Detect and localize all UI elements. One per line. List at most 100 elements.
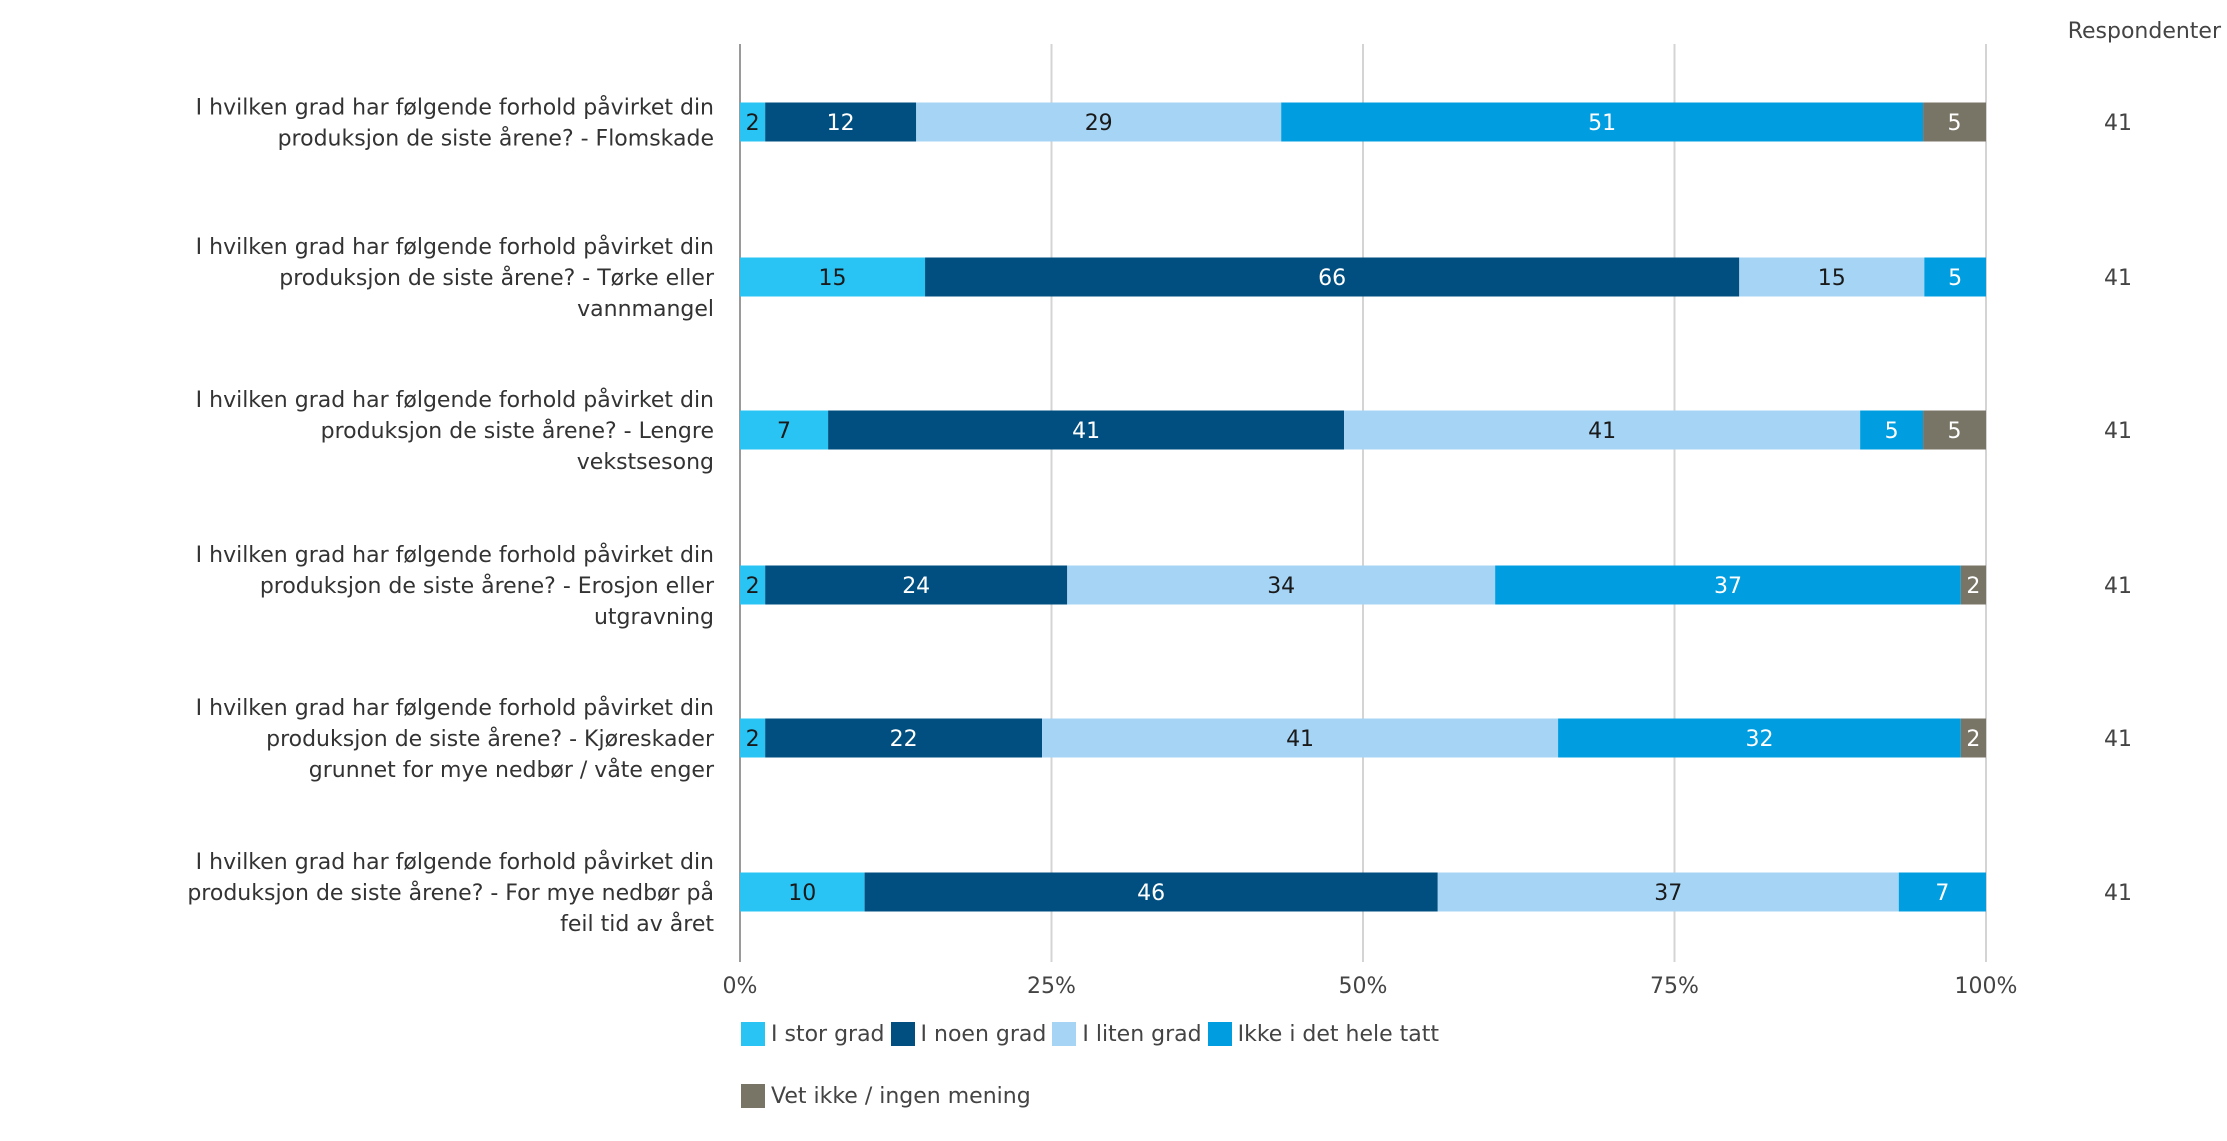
bar-segment xyxy=(1960,718,1986,758)
bar-row: 7 41 41 5 5 xyxy=(740,410,1986,450)
bar-data-label: 5 xyxy=(1948,419,1962,444)
legend-row: Vet ikke / ingen mening xyxy=(741,1079,1841,1113)
respondents-header: Respondenter xyxy=(2068,19,2222,44)
x-tick-label: 100% xyxy=(1955,974,2018,999)
bar-segment xyxy=(765,565,1068,605)
category-label-line: I hvilken grad har følgende forhold påvi… xyxy=(196,695,714,721)
bar-data-label: 15 xyxy=(1818,266,1846,291)
category-label: I hvilken grad har følgende forhold påvi… xyxy=(196,234,715,322)
bar-row: 2 22 41 32 2 xyxy=(740,718,1986,758)
legend-item: Vet ikke / ingen mening xyxy=(741,1084,1031,1109)
bar-segment xyxy=(1344,410,1861,450)
bar-segment xyxy=(1898,872,1986,912)
category-label-line: produksjon de siste årene? - Kjøreskader xyxy=(266,726,715,752)
category-label: I hvilken grad har følgende forhold påvi… xyxy=(196,95,714,152)
bar-segment xyxy=(916,102,1282,142)
category-label-line: I hvilken grad har følgende forhold påvi… xyxy=(196,95,714,121)
row-labels: I hvilken grad har følgende forhold påvi… xyxy=(187,95,715,938)
category-label-line: produksjon de siste årene? - Erosjon ell… xyxy=(260,573,715,599)
bar-data-label: 24 xyxy=(902,574,930,599)
bar-data-label: 12 xyxy=(827,111,855,136)
bar-row: 2 24 34 37 2 xyxy=(740,565,1986,605)
category-label-line: produksjon de siste årene? - Lengre xyxy=(321,418,714,444)
bar-segment xyxy=(1923,410,1986,450)
bar-data-label: 37 xyxy=(1654,881,1682,906)
bar-row: 2 12 29 51 5 xyxy=(740,102,1986,142)
bar-data-label: 46 xyxy=(1137,881,1165,906)
legend-row: I stor grad I noen grad I liten grad Ikke i… xyxy=(741,1017,1841,1051)
category-label-line: I hvilken grad har følgende forhold påvi… xyxy=(196,387,714,413)
bar-segment xyxy=(828,410,1345,450)
respondent-count: 41 xyxy=(2104,266,2132,291)
bar-data-label: 5 xyxy=(1948,111,1962,136)
legend-swatch xyxy=(741,1022,765,1046)
legend-label: I liten grad xyxy=(1082,1021,1202,1047)
bar-data-label: 22 xyxy=(890,727,918,752)
category-label: I hvilken grad har følgende forhold påvi… xyxy=(196,695,715,783)
x-axis-ticks: 0% 25% 50% 75% 100% xyxy=(723,974,2018,999)
bar-segment xyxy=(740,410,829,450)
bar-data-label: 2 xyxy=(746,574,760,599)
bar-data-label: 66 xyxy=(1318,266,1346,291)
bar-segment xyxy=(1558,718,1961,758)
respondent-count: 41 xyxy=(2104,111,2132,136)
bar-data-label: 41 xyxy=(1072,419,1100,444)
bar-data-label: 2 xyxy=(746,727,760,752)
bar-data-label: 34 xyxy=(1267,574,1295,599)
bar-segment xyxy=(740,102,766,142)
bar-data-label: 5 xyxy=(1948,266,1962,291)
legend: I stor grad I noen grad I liten grad Ikke i… xyxy=(741,1017,1841,1141)
bar-segment xyxy=(740,257,926,297)
bar-data-label: 2 xyxy=(1966,574,1980,599)
legend-item: I liten grad xyxy=(1052,1021,1202,1047)
bar-data-label: 15 xyxy=(819,266,847,291)
bar-segment xyxy=(1924,257,1986,297)
category-label-line: I hvilken grad har følgende forhold påvi… xyxy=(196,234,714,260)
category-label-line: produksjon de siste årene? - Tørke eller xyxy=(279,265,715,291)
legend-label: Vet ikke / ingen mening xyxy=(771,1083,1031,1109)
legend-swatch xyxy=(1052,1022,1077,1046)
bar-data-label: 10 xyxy=(788,881,816,906)
chart: 2 12 29 51 515 66 15 57 41 41 5 52 24 34 37 22 22 41 32 210… xyxy=(187,19,2222,999)
category-label: I hvilken grad har følgende forhold påvi… xyxy=(196,542,715,630)
legend-swatch xyxy=(741,1084,765,1108)
bar-data-label: 29 xyxy=(1085,111,1113,136)
bar-row: 15 66 15 5 xyxy=(740,257,1986,297)
category-label-line: I hvilken grad har følgende forhold påvi… xyxy=(196,849,714,875)
legend-swatch xyxy=(890,1022,915,1046)
x-tick-label: 25% xyxy=(1027,974,1076,999)
legend-item: Ikke i det hele tatt xyxy=(1207,1021,1440,1047)
bar-data-label: 7 xyxy=(777,419,791,444)
bar-segment xyxy=(740,872,865,912)
bar-segment xyxy=(1739,257,1925,297)
respondent-count: 41 xyxy=(2104,881,2132,906)
bar-segment xyxy=(1923,102,1986,142)
bar-segment xyxy=(1281,102,1924,142)
bar-segment xyxy=(1042,718,1559,758)
respondent-count: 41 xyxy=(2104,574,2132,599)
legend-item: I noen grad xyxy=(890,1021,1047,1047)
respondent-count: 41 xyxy=(2104,727,2132,752)
legend-label: Ikke i det hele tatt xyxy=(1237,1021,1440,1047)
bar-segment xyxy=(1067,565,1496,605)
respondents-column: Respondenter 41 41 41 41 41 41 xyxy=(2068,19,2222,906)
bar-segment xyxy=(925,257,1740,297)
category-label-line: feil tid av året xyxy=(560,911,714,937)
category-label-line: vannmangel xyxy=(577,297,714,322)
bar-segment xyxy=(1960,565,1986,605)
x-tick-label: 75% xyxy=(1650,974,1699,999)
gridlines xyxy=(739,44,1987,962)
bar-segment xyxy=(1860,410,1924,450)
bar-segment xyxy=(864,872,1438,912)
bar-data-label: 32 xyxy=(1745,727,1773,752)
legend-label: I noen grad xyxy=(920,1021,1047,1047)
category-label-line: I hvilken grad har følgende forhold påvi… xyxy=(196,542,714,568)
x-tick-label: 0% xyxy=(723,974,758,999)
bar-segment xyxy=(765,102,917,142)
legend-item: I stor grad xyxy=(741,1022,885,1047)
bar-data-label: 51 xyxy=(1588,111,1616,136)
bar-data-label: 37 xyxy=(1714,574,1742,599)
category-label-line: vekstsesong xyxy=(577,450,714,475)
category-label-line: produksjon de siste årene? - Flomskade xyxy=(278,126,714,152)
bar-segment xyxy=(1495,565,1961,605)
